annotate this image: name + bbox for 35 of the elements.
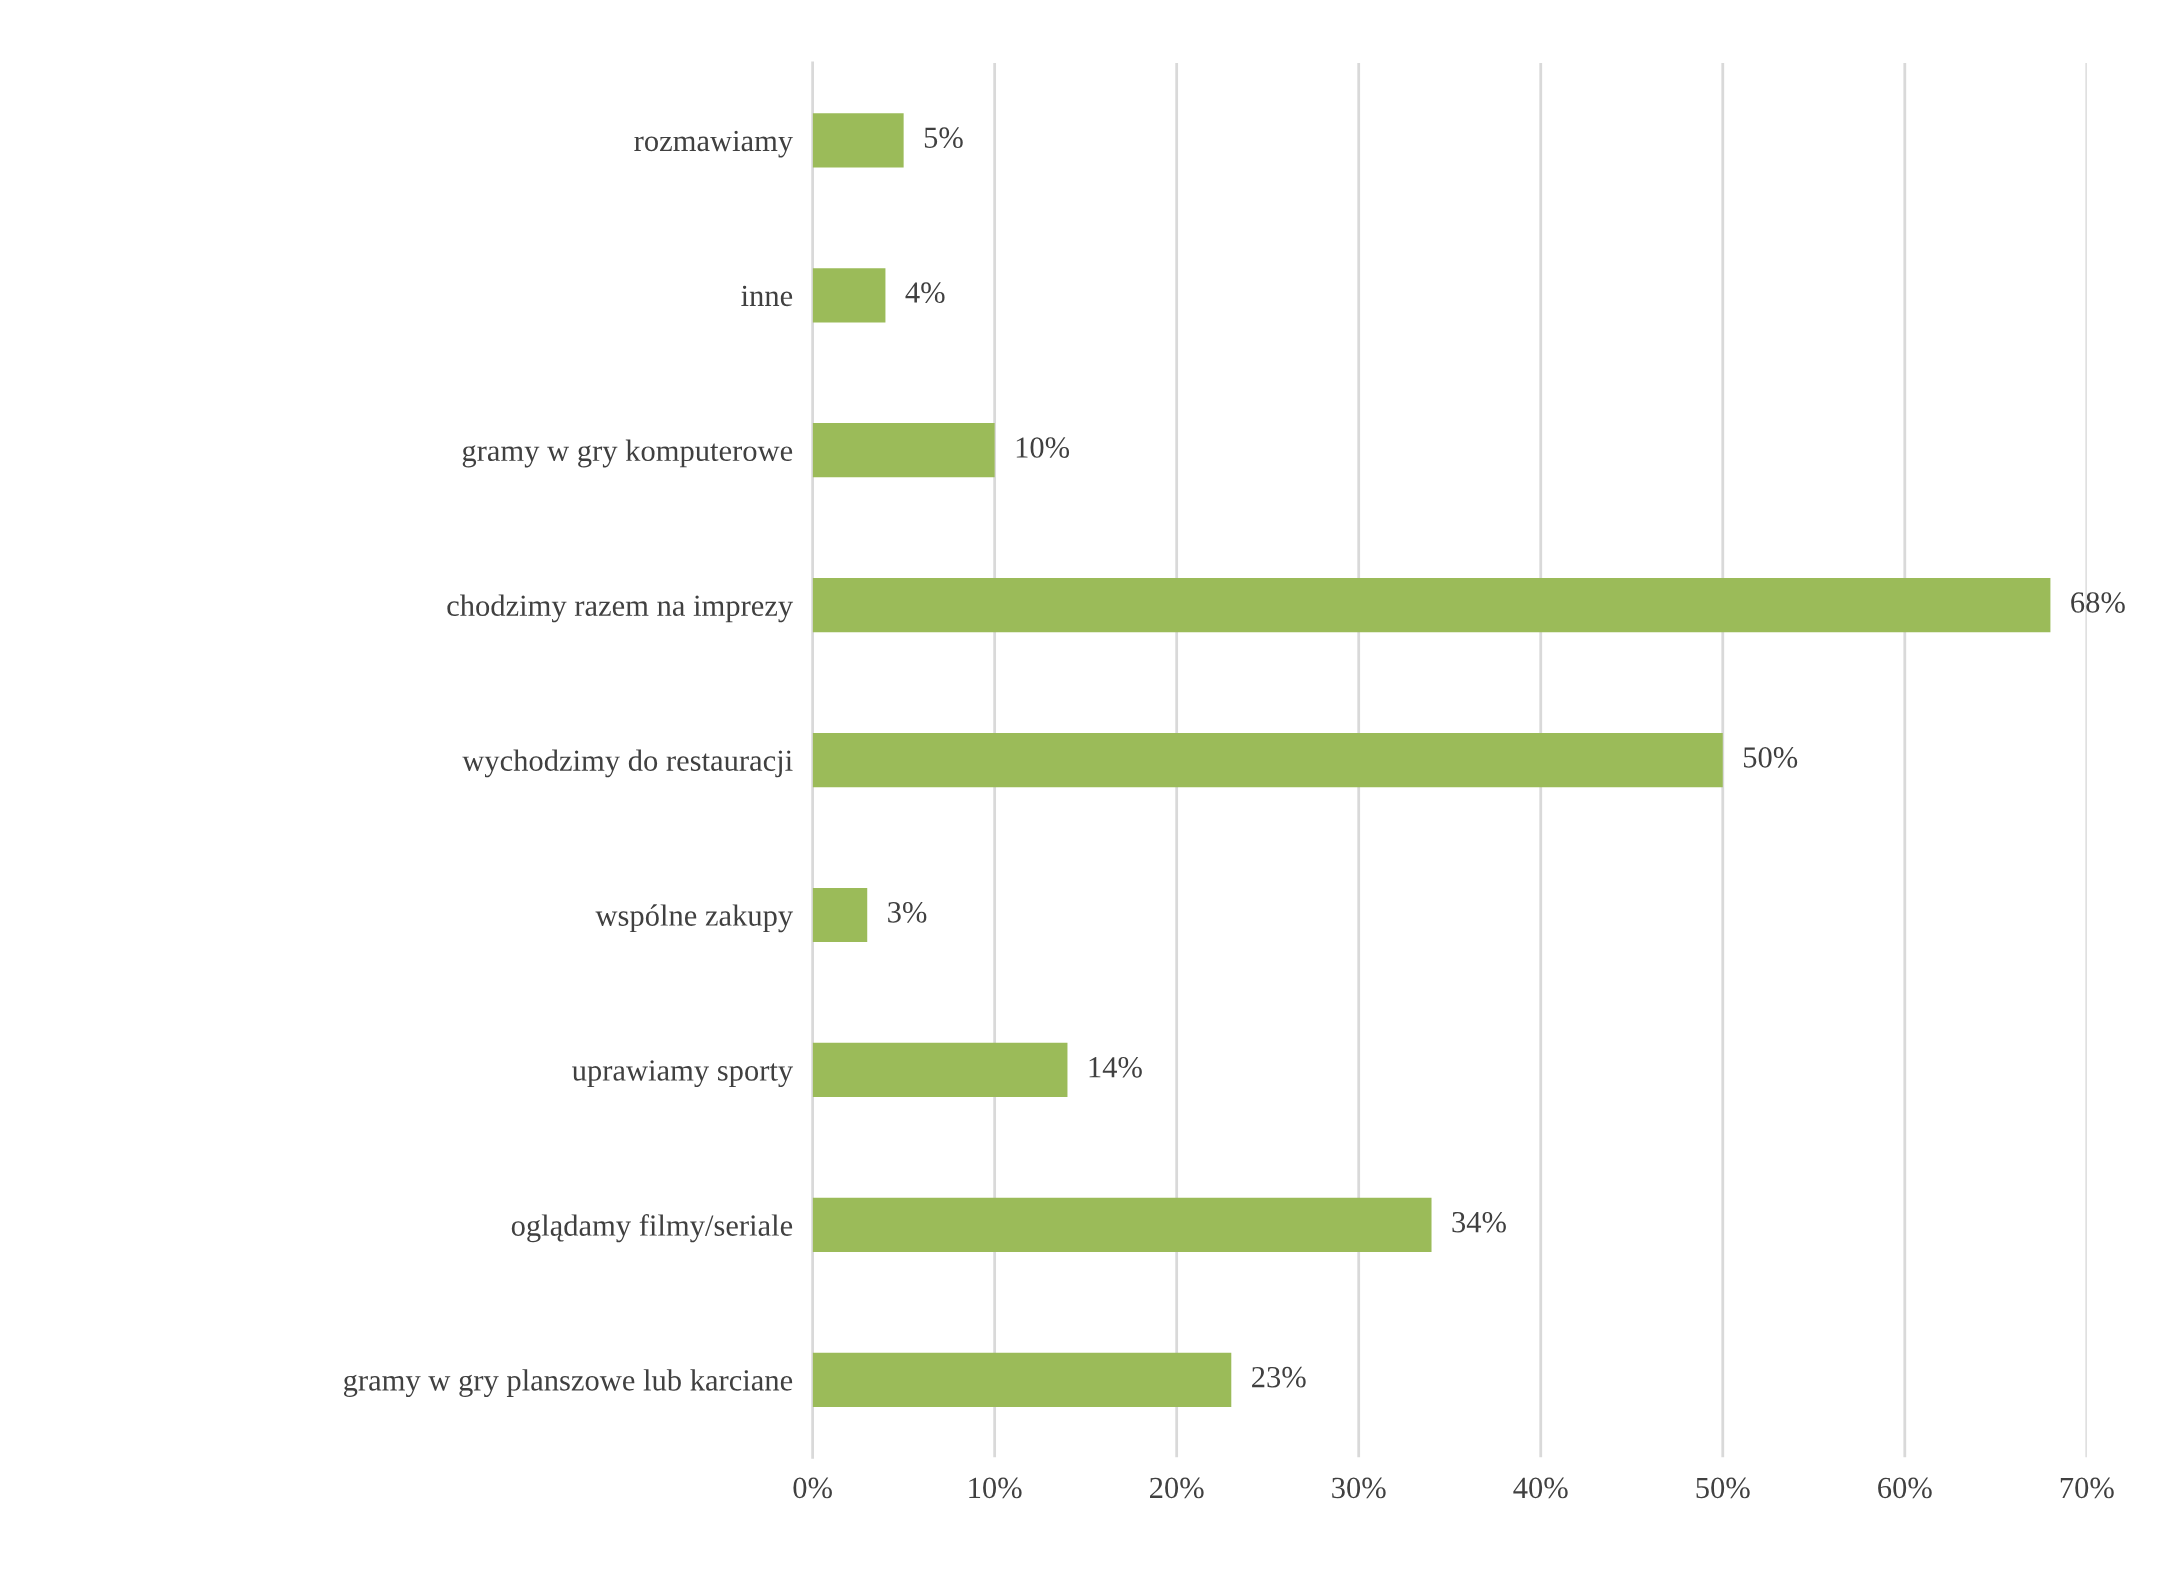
bar <box>812 1352 1232 1407</box>
data-label: 23% <box>1252 1366 1306 1388</box>
y-tick-label: wspólne zakupy <box>595 904 794 933</box>
y-tick-label: rozmawiamy <box>634 130 794 158</box>
bar <box>812 1197 1432 1252</box>
bar <box>812 423 995 478</box>
data-label: 34% <box>1452 1211 1506 1233</box>
data-label: 4% <box>905 282 945 304</box>
x-tick-label: 0% <box>793 1477 832 1499</box>
x-tick-label: 70% <box>2060 1477 2114 1499</box>
y-tick-label: uprawiamy sporty <box>572 1060 794 1088</box>
data-label: 50% <box>1743 747 1798 768</box>
data-label: 3% <box>888 902 927 923</box>
y-tick-label: chodzimy razem na imprezy <box>447 594 794 623</box>
x-tick-label: 20% <box>1150 1477 1204 1499</box>
x-tick-label: 40% <box>1513 1477 1568 1499</box>
bar <box>812 268 886 323</box>
y-tick-label: wychodzimy do restauracji <box>462 749 793 778</box>
y-tick-label: gramy w gry planszowe lub karciane <box>343 1369 793 1397</box>
data-label: 14% <box>1089 1056 1142 1078</box>
bar <box>812 113 904 168</box>
x-tick-label: 30% <box>1332 1477 1386 1499</box>
bar <box>812 1042 1068 1098</box>
y-tick-label: gramy w gry komputerowe <box>462 439 793 468</box>
x-tick-label: 60% <box>1878 1477 1932 1499</box>
bar <box>812 732 1723 788</box>
y-tick-label: oglądamy filmy/seriale <box>511 1214 793 1243</box>
y-tick-label: inne <box>741 285 793 307</box>
data-label: 10% <box>1016 437 1070 458</box>
x-tick-label: 10% <box>969 1477 1022 1499</box>
data-label: 5% <box>924 127 963 149</box>
x-tick-label: 50% <box>1696 1477 1750 1499</box>
bar <box>812 887 868 943</box>
bar <box>812 578 2051 633</box>
data-label: 68% <box>2071 592 2125 613</box>
